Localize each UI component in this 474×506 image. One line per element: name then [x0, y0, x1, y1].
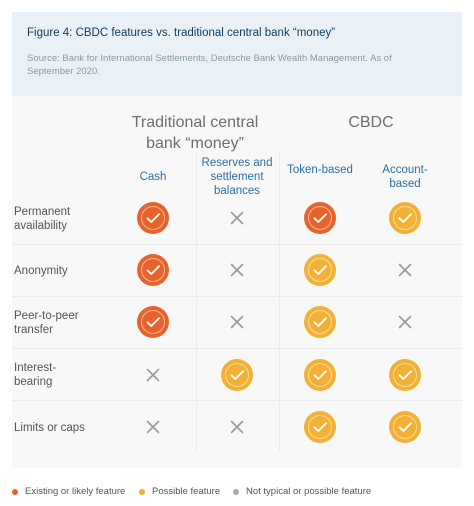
check-icon: [389, 411, 421, 443]
legend-label-existing: Existing or likely feature: [25, 486, 126, 497]
cell-none: [388, 305, 422, 339]
figure-header: Figure 4: CBDC features vs. traditional …: [12, 12, 462, 96]
cell-none: [388, 253, 422, 287]
cell-none: [136, 358, 170, 392]
row-label-anonymity: Anonymity: [14, 265, 68, 277]
cell-possible: [388, 201, 422, 235]
cross-icon: [230, 211, 244, 225]
column-divider: [279, 152, 280, 451]
check-icon: [137, 254, 169, 286]
check-icon: [304, 254, 336, 286]
cell-possible: [303, 358, 337, 392]
row-divider: [12, 296, 462, 297]
cross-icon: [146, 420, 160, 434]
group-title-traditional: Traditional central bank “money”: [131, 114, 259, 152]
cell-possible: [388, 358, 422, 392]
legend-dot-possible: [139, 488, 145, 495]
cell-none: [220, 201, 254, 235]
check-icon: [137, 202, 169, 234]
legend-item-none: Not typical or possible feature: [233, 486, 371, 497]
legend-item-possible: Possible feature: [139, 486, 220, 497]
column-header-account-based: Account-based: [382, 164, 428, 190]
column-divider: [196, 152, 197, 451]
cross-icon: [230, 315, 244, 329]
legend-dot-none: [233, 488, 239, 495]
check-icon: [304, 359, 336, 391]
cell-existing: [136, 201, 170, 235]
cell-none: [136, 410, 170, 444]
legend-dot-existing: [12, 488, 18, 495]
cell-none: [220, 410, 254, 444]
legend-label-none: Not typical or possible feature: [246, 486, 372, 497]
column-header-reserves: Reserves and settlement balances: [201, 157, 273, 197]
cell-possible: [303, 253, 337, 287]
row-label-permanent-availability: Permanent availability: [14, 206, 71, 232]
row-divider: [12, 348, 462, 349]
cell-existing: [136, 305, 170, 339]
legend-label-possible: Possible feature: [152, 486, 221, 497]
check-icon: [304, 202, 336, 234]
figure-title: Figure 4: CBDC features vs. traditional …: [27, 27, 336, 39]
row-divider: [12, 400, 462, 401]
cell-possible: [303, 410, 337, 444]
row-divider: [12, 244, 462, 245]
row-label-peer-to-peer: Peer-to-peer transfer: [14, 310, 79, 336]
check-icon: [221, 359, 253, 391]
cross-icon: [230, 420, 244, 434]
table-panel: [12, 96, 462, 468]
column-header-cash: Cash: [139, 171, 167, 183]
check-icon: [304, 306, 336, 338]
cell-none: [220, 253, 254, 287]
cross-icon: [398, 315, 412, 329]
cell-existing: [136, 253, 170, 287]
row-label-limits: Limits or caps: [14, 422, 85, 434]
cell-possible: [388, 410, 422, 444]
cross-icon: [398, 263, 412, 277]
check-icon: [304, 411, 336, 443]
row-label-interest-bearing: Interest-bearing: [14, 362, 57, 388]
cell-none: [220, 305, 254, 339]
column-header-token-based: Token-based: [287, 164, 353, 176]
cell-possible: [303, 305, 337, 339]
figure-source: Source: Bank for International Settlemen…: [27, 53, 392, 77]
legend-item-existing: Existing or likely feature: [12, 486, 125, 497]
cross-icon: [146, 368, 160, 382]
check-icon: [389, 359, 421, 391]
group-title-cbdc: CBDC: [348, 114, 394, 131]
cell-possible: [220, 358, 254, 392]
check-icon: [389, 202, 421, 234]
cell-existing: [303, 201, 337, 235]
check-icon: [137, 306, 169, 338]
cross-icon: [230, 263, 244, 277]
